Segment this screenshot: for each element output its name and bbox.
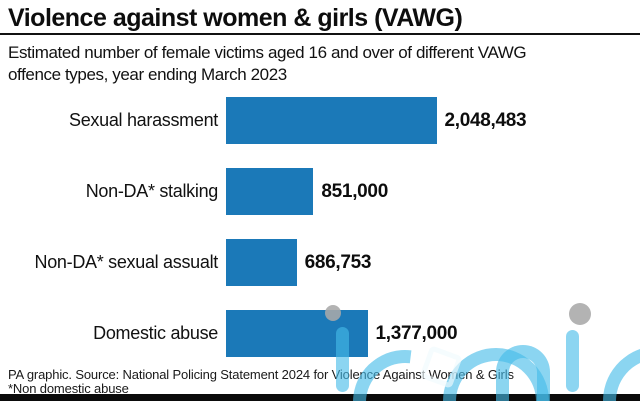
bar: [226, 97, 437, 144]
chart-subtitle: Estimated number of female victims aged …: [8, 43, 527, 84]
bar: [226, 310, 368, 357]
footnote-line: *Non domestic abuse: [8, 380, 129, 396]
bar-value-label: 1,377,000: [375, 322, 458, 344]
bar-category-label: Non-DA* sexual assualt: [34, 252, 219, 272]
bar-value-label: 851,000: [321, 180, 388, 202]
bar-category-label: Domestic abuse: [93, 323, 218, 343]
source-footnote: PA graphic. Source: National Policing St…: [8, 368, 632, 395]
bar-value-label: 686,753: [304, 251, 372, 273]
bottom-edge-bar: [0, 394, 640, 401]
bar: [226, 168, 314, 215]
bar: [226, 239, 297, 286]
watermark-i2-dot-icon: [569, 303, 591, 325]
source-line: PA graphic. Source: National Policing St…: [8, 367, 514, 382]
page-title: Violence against women & girls (VAWG): [8, 4, 463, 32]
title-divider: [0, 33, 640, 35]
bar-category-label: Sexual harassment: [69, 110, 218, 130]
bar-category-label: Non-DA* stalking: [85, 181, 219, 201]
bar-value-label: 2,048,483: [444, 109, 527, 131]
